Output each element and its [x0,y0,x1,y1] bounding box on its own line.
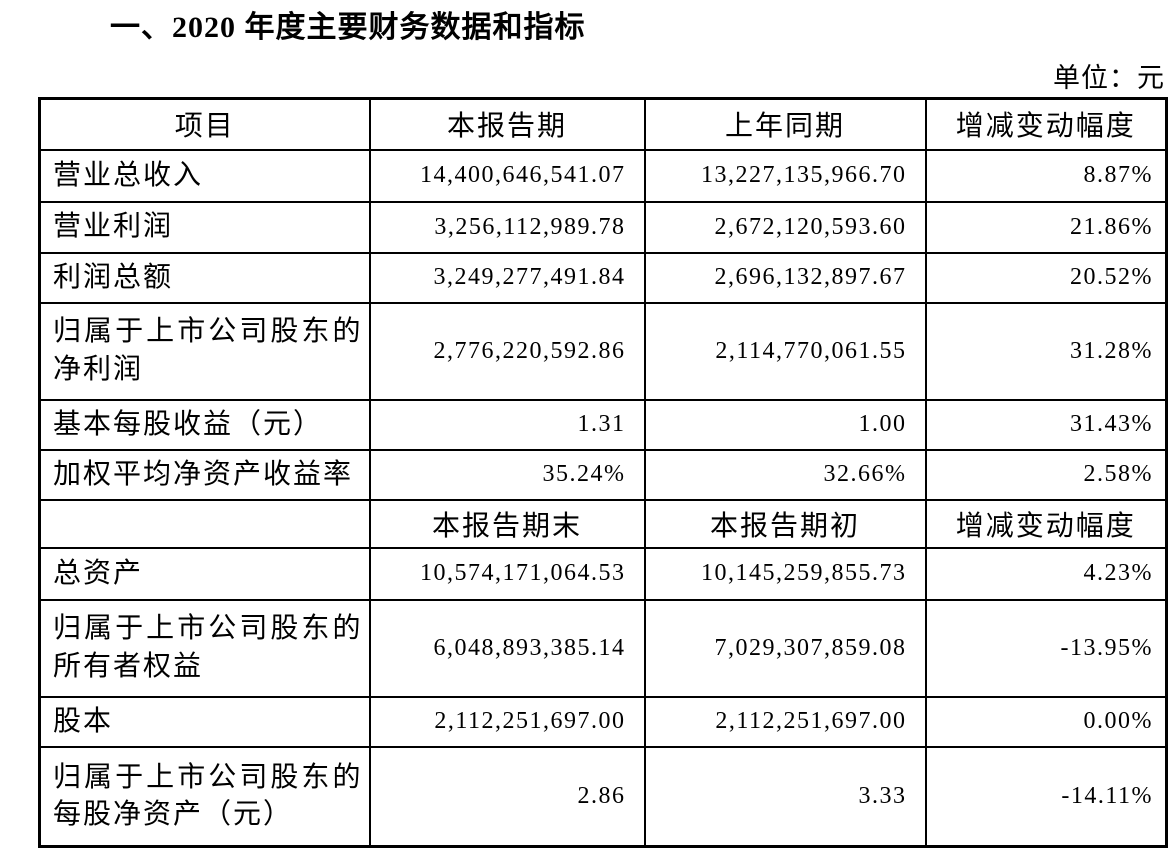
header-period-start: 本报告期初 [643,498,927,549]
prior-period-cell: 32.66% [643,448,927,501]
table-row: 归属于上市公司股东的每股净资产（元） 2.86 3.33 -14.11% [38,745,1168,848]
period-start-cell: 7,029,307,859.08 [643,598,927,698]
change-cell: -13.95% [924,598,1168,698]
current-period-cell: 1.31 [368,398,646,451]
balance-header-row: 本报告期末 本报告期初 增减变动幅度 [38,498,1168,549]
table-row: 归属于上市公司股东的所有者权益 6,048,893,385.14 7,029,3… [38,598,1168,698]
row-label-cell: 归属于上市公司股东的所有者权益 [38,598,371,698]
change-cell: 21.86% [924,200,1168,254]
period-end-cell: 10,574,171,064.53 [368,546,646,601]
table-row: 营业总收入 14,400,646,541.07 13,227,135,966.7… [38,148,1168,203]
change-cell: 4.23% [924,546,1168,601]
header-current-period: 本报告期 [368,97,646,151]
table-row: 加权平均净资产收益率 35.24% 32.66% 2.58% [38,448,1168,501]
prior-period-cell: 2,696,132,897.67 [643,251,927,304]
row-label-cell: 营业总收入 [38,148,371,203]
section-title: 一、2020 年度主要财务数据和指标 [110,11,586,44]
row-label-cell: 归属于上市公司股东的每股净资产（元） [38,745,371,848]
prior-period-cell: 2,672,120,593.60 [643,200,927,254]
row-label-cell: 归属于上市公司股东的净利润 [38,301,371,401]
change-cell: -14.11% [924,745,1168,848]
change-cell: 0.00% [924,695,1168,748]
table-row: 营业利润 3,256,112,989.78 2,672,120,593.60 2… [38,200,1168,254]
row-label-cell: 营业利润 [38,200,371,254]
row-label-cell: 加权平均净资产收益率 [38,448,371,501]
table-row: 归属于上市公司股东的净利润 2,776,220,592.86 2,114,770… [38,301,1168,401]
row-label-cell: 股本 [38,695,371,748]
current-period-cell: 35.24% [368,448,646,501]
current-period-cell: 2,776,220,592.86 [368,301,646,401]
table-row: 股本 2,112,251,697.00 2,112,251,697.00 0.0… [38,695,1168,748]
period-start-cell: 3.33 [643,745,927,848]
prior-period-cell: 2,114,770,061.55 [643,301,927,401]
change-cell: 2.58% [924,448,1168,501]
header-prior-period: 上年同期 [643,97,927,151]
change-cell: 20.52% [924,251,1168,304]
table-row: 利润总额 3,249,277,491.84 2,696,132,897.67 2… [38,251,1168,304]
row-label-cell: 利润总额 [38,251,371,304]
period-end-cell: 2,112,251,697.00 [368,695,646,748]
period-end-cell: 2.86 [368,745,646,848]
change-cell: 31.28% [924,301,1168,401]
prior-period-cell: 13,227,135,966.70 [643,148,927,203]
prior-period-cell: 1.00 [643,398,927,451]
financial-data-table: 项目 本报告期 上年同期 增减变动幅度 营业总收入 14,400,646,541… [38,97,1168,848]
header-item: 项目 [38,97,371,151]
header-change: 增减变动幅度 [924,498,1168,549]
current-period-cell: 14,400,646,541.07 [368,148,646,203]
change-cell: 31.43% [924,398,1168,451]
period-start-cell: 2,112,251,697.00 [643,695,927,748]
period-start-cell: 10,145,259,855.73 [643,546,927,601]
change-cell: 8.87% [924,148,1168,203]
current-period-cell: 3,249,277,491.84 [368,251,646,304]
period-end-cell: 6,048,893,385.14 [368,598,646,698]
table-row: 基本每股收益（元） 1.31 1.00 31.43% [38,398,1168,451]
current-period-cell: 3,256,112,989.78 [368,200,646,254]
header-period-end: 本报告期末 [368,498,646,549]
header-change: 增减变动幅度 [924,97,1168,151]
row-label-cell: 基本每股收益（元） [38,398,371,451]
period-header-row: 项目 本报告期 上年同期 增减变动幅度 [38,97,1168,151]
table-row: 总资产 10,574,171,064.53 10,145,259,855.73 … [38,546,1168,601]
unit-label: 单位：元 [1053,63,1165,93]
header-item-empty [38,498,371,549]
row-label-cell: 总资产 [38,546,371,601]
